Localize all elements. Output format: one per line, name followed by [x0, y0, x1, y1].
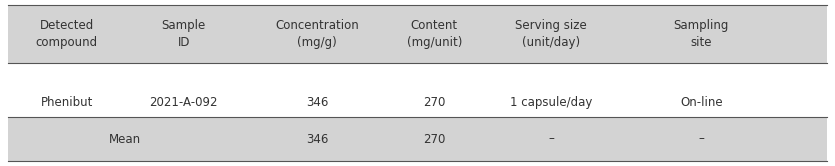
Text: Content
(mg/unit): Content (mg/unit): [407, 19, 462, 49]
Text: 2021-A-092: 2021-A-092: [149, 96, 218, 109]
Text: 346: 346: [306, 132, 328, 146]
FancyBboxPatch shape: [8, 5, 827, 63]
Text: 346: 346: [306, 96, 328, 109]
Text: –: –: [698, 132, 705, 146]
Text: –: –: [548, 132, 554, 146]
Text: Serving size
(unit/day): Serving size (unit/day): [515, 19, 587, 49]
Text: 270: 270: [423, 96, 445, 109]
Text: Concentration
(mg/g): Concentration (mg/g): [276, 19, 359, 49]
Text: Phenibut: Phenibut: [41, 96, 93, 109]
Text: Mean: Mean: [109, 132, 141, 146]
Text: On-line: On-line: [680, 96, 723, 109]
Text: Sampling
site: Sampling site: [674, 19, 729, 49]
FancyBboxPatch shape: [8, 117, 827, 161]
Text: 270: 270: [423, 132, 445, 146]
Text: Sample
ID: Sample ID: [162, 19, 205, 49]
Text: Detected
compound: Detected compound: [36, 19, 98, 49]
Text: 1 capsule/day: 1 capsule/day: [510, 96, 592, 109]
